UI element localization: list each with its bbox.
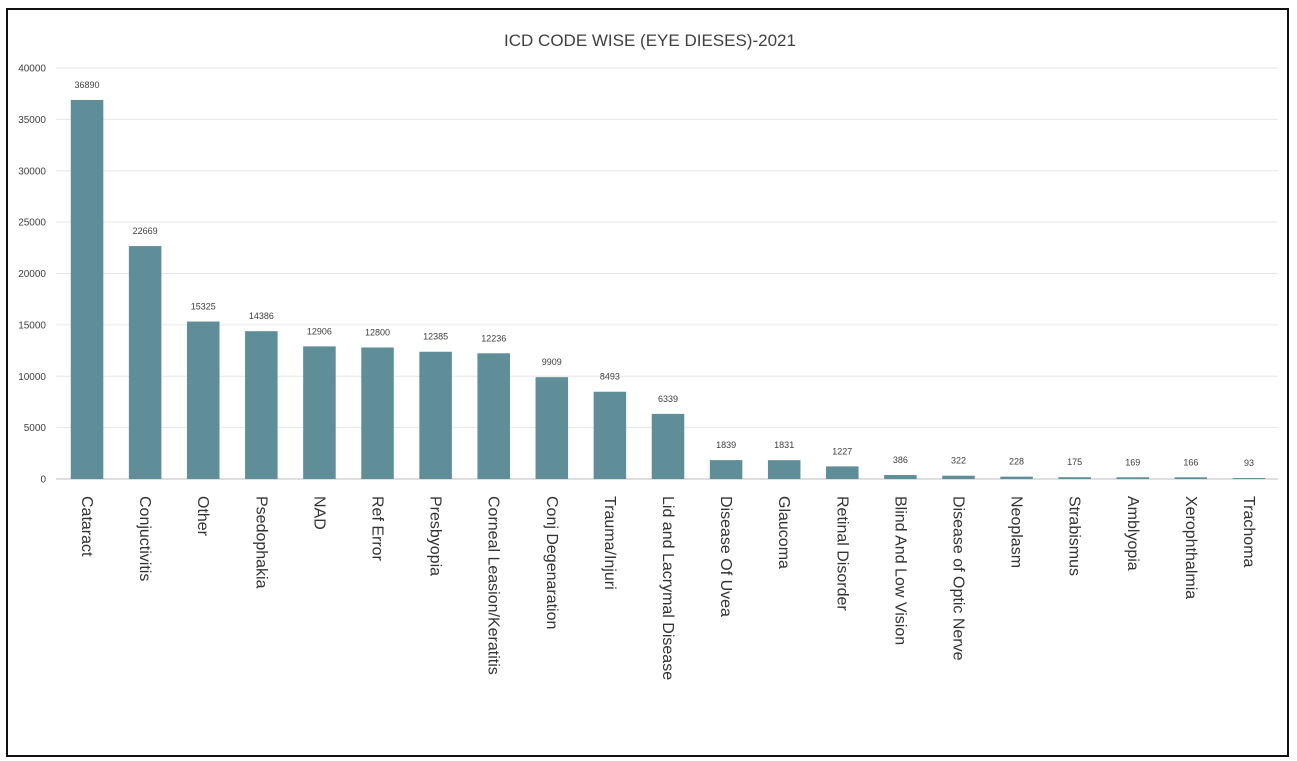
bar: [419, 351, 452, 479]
data-label: 166: [1183, 457, 1198, 467]
bar: [70, 99, 104, 479]
data-label: 93: [1244, 458, 1254, 468]
y-tick-label: 5000: [24, 423, 47, 434]
data-label: 12236: [481, 333, 506, 343]
data-label: 6339: [658, 394, 678, 404]
category-label: Strabismus: [1066, 496, 1083, 576]
bar: [709, 460, 743, 479]
y-tick-label: 10000: [18, 372, 46, 383]
data-label: 36890: [75, 80, 100, 90]
data-label: 1839: [716, 440, 736, 450]
data-label: 1831: [774, 440, 794, 450]
y-tick-label: 25000: [18, 218, 46, 229]
chart-title: ICD CODE WISE (EYE DIESES)-2021: [504, 31, 796, 50]
data-label: 322: [951, 456, 966, 466]
bar: [1058, 477, 1091, 479]
y-tick-label: 20000: [18, 269, 46, 280]
bar: [767, 460, 801, 479]
category-label: Blind And Low Vision: [891, 496, 908, 645]
data-label: 15325: [191, 302, 216, 312]
bar: [128, 246, 162, 479]
y-tick-label: 30000: [18, 166, 46, 177]
x-axis-labels: Cataract Conjuctivitis Other Psedophakia NAD…: [78, 496, 1257, 680]
y-tick-label: 40000: [18, 64, 46, 75]
y-tick-label: 0: [40, 475, 46, 486]
bar: [1232, 478, 1266, 479]
category-label: Other: [194, 496, 211, 537]
category-label: Trauma/Injuri: [601, 496, 618, 590]
data-label: 9909: [542, 357, 562, 367]
y-tick-label: 15000: [18, 320, 46, 331]
category-label: Retinal Disorder: [833, 496, 850, 611]
category-label: Amblyopia: [1124, 496, 1141, 571]
category-label: Cataract: [78, 496, 95, 557]
category-label: NAD: [310, 496, 327, 530]
data-label: 228: [1009, 457, 1024, 467]
category-label: Conj Degenaration: [543, 496, 560, 629]
bar: [361, 347, 394, 479]
category-label: Lid and Lacrymal Disease: [659, 496, 676, 680]
data-label: 12800: [365, 327, 390, 337]
chart-frame: [6, 8, 1289, 757]
data-label: 386: [893, 455, 908, 465]
bar: [1174, 477, 1208, 479]
category-label: Neoplasm: [1008, 496, 1025, 568]
bar: [942, 475, 975, 479]
data-label: 169: [1125, 457, 1140, 467]
category-label: Xerophthalmia: [1182, 496, 1199, 599]
bar: [1000, 476, 1033, 479]
data-label: 8493: [600, 372, 620, 382]
bar: [884, 475, 917, 479]
category-label: Psedophakia: [252, 496, 269, 589]
data-label: 14386: [249, 311, 274, 321]
data-label: 12906: [307, 326, 332, 336]
data-label: 1227: [832, 446, 852, 456]
bar: [1116, 477, 1150, 479]
bar: [651, 413, 685, 479]
data-label: 175: [1067, 457, 1082, 467]
category-label: Corneal Leasion/Keratitis: [485, 496, 502, 675]
bar: [535, 377, 569, 479]
bar: [593, 391, 627, 479]
bar: [186, 321, 220, 479]
category-label: Trachoma: [1240, 496, 1257, 568]
bar: [477, 353, 510, 479]
bar: [826, 466, 859, 479]
bars: [70, 99, 1266, 479]
y-tick-label: 35000: [18, 115, 46, 126]
data-label: 22669: [133, 226, 158, 236]
y-axis-ticks: 0 5000 10000 15000 20000 25000 30000 35000 40000: [18, 64, 46, 486]
data-labels: 36890 22669 15325 14386 12906 12800 12385 12236…: [75, 80, 1254, 468]
category-label: Glaucoma: [775, 496, 792, 569]
category-label: Disease of Optic Nerve: [949, 496, 966, 661]
category-label: Ref Error: [369, 496, 386, 562]
data-label: 12385: [423, 332, 448, 342]
category-label: Conjuctivitis: [136, 496, 153, 581]
category-label: Disease Of Uvea: [717, 496, 734, 617]
category-label: Presbyopia: [427, 496, 444, 576]
bar: [303, 346, 336, 479]
bar: [245, 331, 278, 479]
